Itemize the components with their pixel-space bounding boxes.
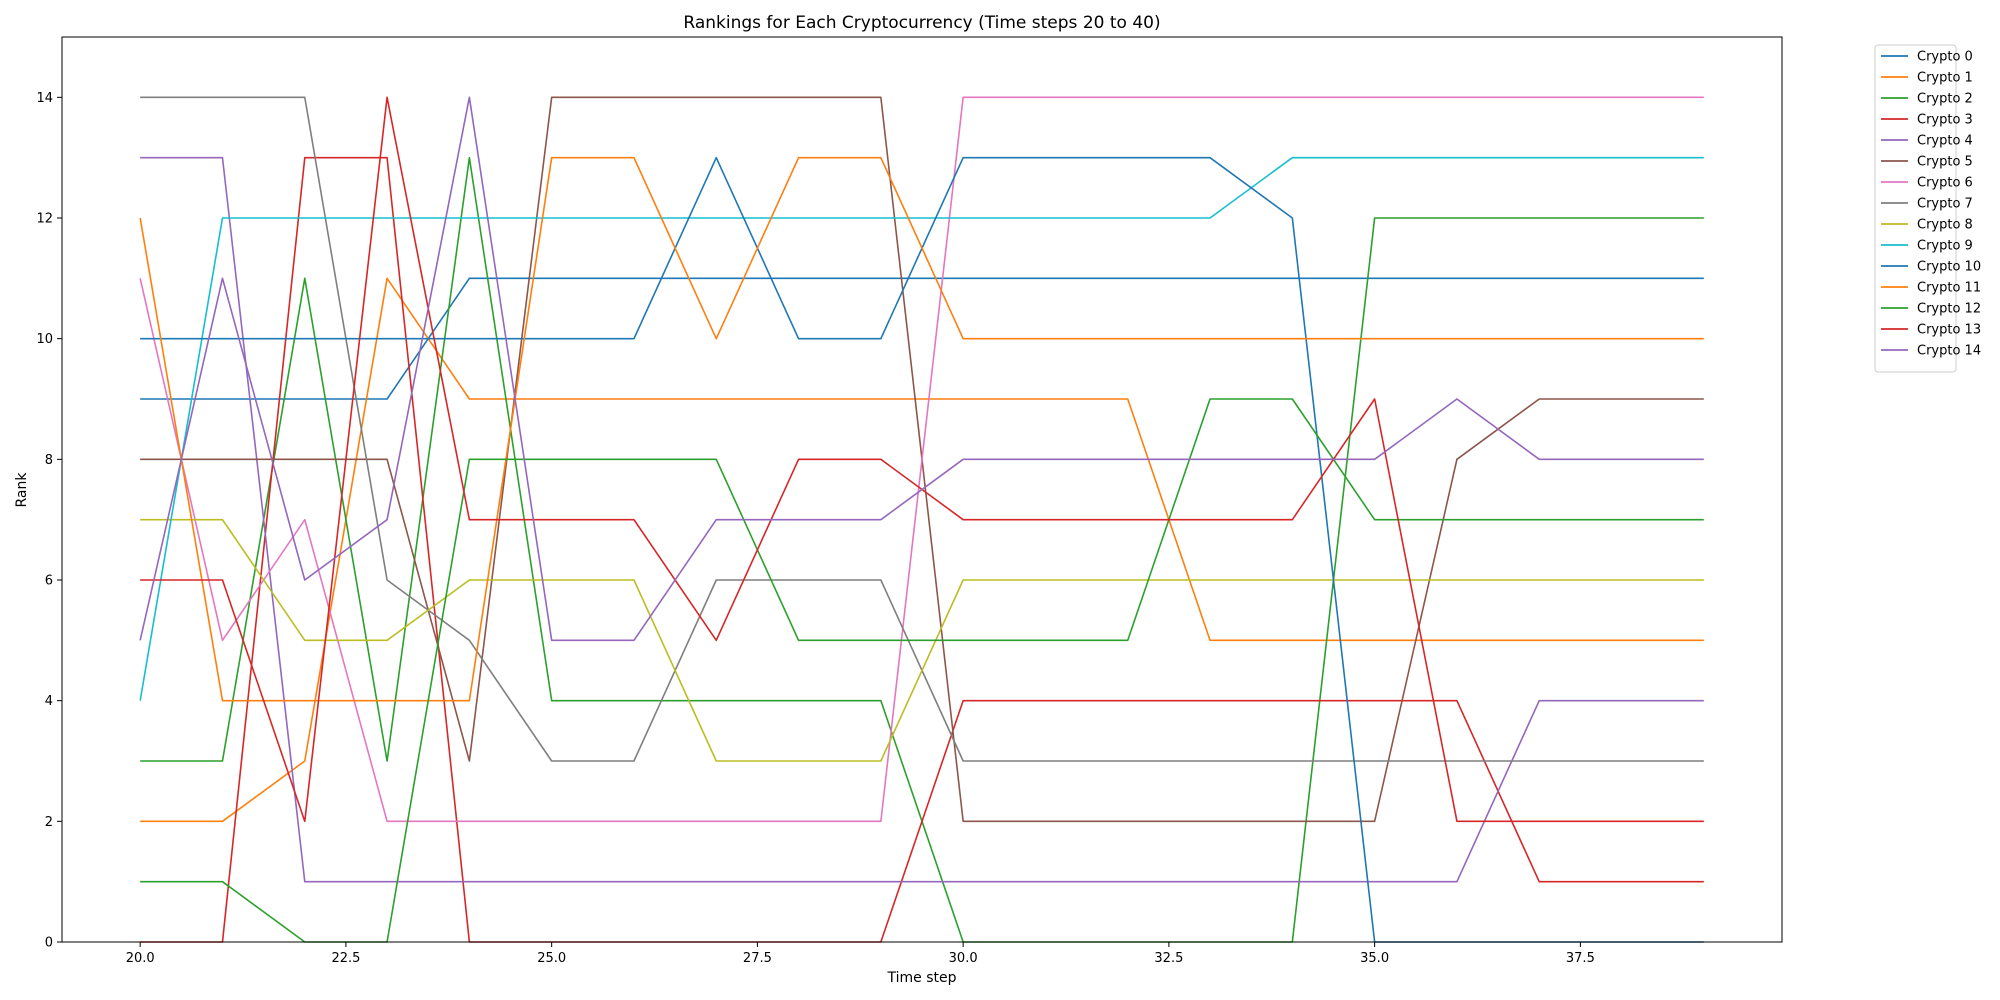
legend-label: Crypto 2: [1917, 92, 1973, 107]
x-tick-label: 20.0: [126, 951, 155, 966]
y-tick-label: 8: [45, 453, 53, 468]
y-tick-label: 2: [45, 815, 53, 830]
series-line-crypto-11: [139, 156, 1704, 702]
series-line-crypto-14: [139, 96, 1704, 642]
legend: Crypto 0 Crypto 1 Crypto 2 Crypto 3 Crypto 4…: [1874, 44, 1981, 373]
legend-label: Crypto 3: [1917, 113, 1973, 128]
legend-label: Crypto 13: [1917, 323, 1981, 338]
x-tick-label: 30.0: [949, 951, 978, 966]
x-axis: 20.0 22.5 25.0 27.5 30.0 32.5 35.0 37.5: [126, 942, 1595, 966]
x-axis-label: Time step: [887, 970, 957, 986]
x-tick-label: 37.5: [1566, 951, 1595, 966]
x-tick-label: 22.5: [331, 951, 360, 966]
legend-label: Crypto 12: [1917, 302, 1981, 317]
series-layer: [139, 96, 1704, 943]
series-line-crypto-4: [140, 156, 1704, 883]
x-tick-label: 35.0: [1360, 951, 1389, 966]
series-line-crypto-9: [139, 156, 1704, 701]
series-line-crypto-3: [140, 156, 1704, 943]
y-tick-label: 12: [36, 212, 53, 227]
series-line-crypto-0: [140, 277, 1704, 400]
y-tick-label: 0: [45, 936, 53, 951]
y-axis-label: Rank: [14, 472, 30, 508]
legend-label: Crypto 8: [1917, 218, 1973, 233]
y-tick-label: 4: [45, 694, 53, 709]
x-tick-label: 25.0: [537, 951, 566, 966]
series-line-crypto-8: [140, 518, 1704, 762]
y-tick-label: 10: [36, 332, 53, 347]
chart-title: Rankings for Each Cryptocurrency (Time s…: [683, 13, 1160, 33]
y-tick-label: 14: [36, 91, 53, 106]
series-line-crypto-1: [140, 277, 1704, 823]
legend-label: Crypto 6: [1917, 176, 1973, 191]
plot-frame: [61, 36, 1783, 943]
legend-label: Crypto 7: [1917, 197, 1973, 212]
legend-label: Crypto 14: [1917, 344, 1981, 359]
legend-label: Crypto 11: [1917, 281, 1981, 296]
legend-box: [1874, 44, 1957, 373]
legend-label: Crypto 1: [1917, 71, 1973, 86]
y-axis: 0 2 4 6 8 10 12 14: [36, 91, 62, 951]
legend-label: Crypto 10: [1917, 260, 1981, 275]
series-line-crypto-12: [140, 398, 1704, 943]
x-tick-label: 27.5: [743, 951, 772, 966]
y-tick-label: 6: [45, 574, 53, 589]
x-tick-label: 32.5: [1154, 951, 1183, 966]
legend-label: Crypto 5: [1917, 155, 1973, 170]
legend-label: Crypto 9: [1917, 239, 1973, 254]
legend-label: Crypto 4: [1917, 134, 1973, 149]
legend-label: Crypto 0: [1917, 50, 1973, 65]
series-line-crypto-6: [139, 96, 1704, 823]
